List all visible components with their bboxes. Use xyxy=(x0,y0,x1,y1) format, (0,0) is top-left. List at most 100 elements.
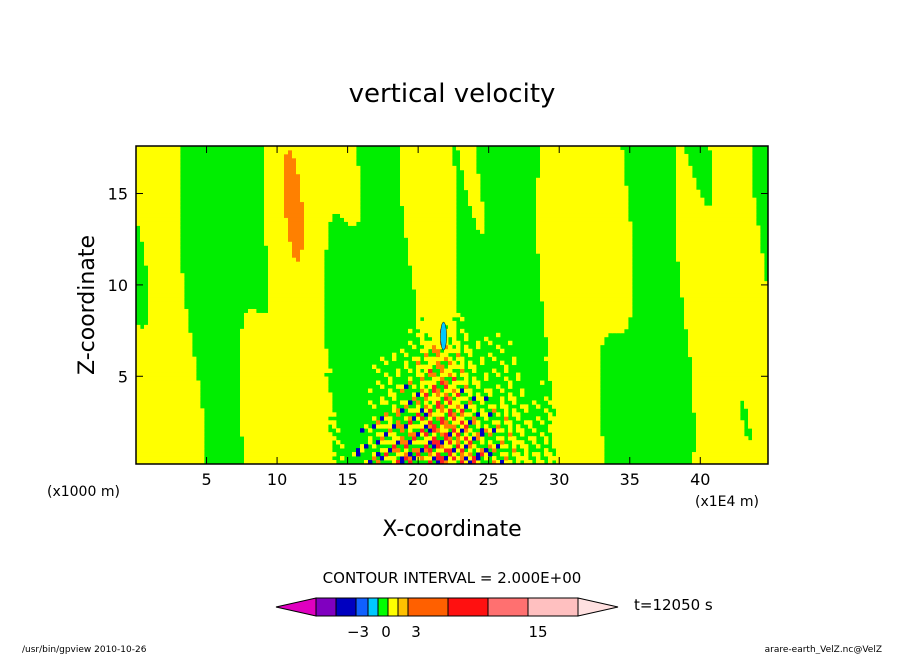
field-cell xyxy=(552,201,557,207)
field-cell xyxy=(592,336,597,342)
field-cell xyxy=(148,396,153,401)
field-cell xyxy=(180,448,185,453)
field-cell xyxy=(420,193,425,199)
field-cell xyxy=(168,376,173,381)
field-cell xyxy=(572,289,577,294)
field-cell xyxy=(284,177,289,183)
field-cell xyxy=(296,297,301,302)
field-cell xyxy=(136,404,141,409)
field-cell xyxy=(284,380,289,385)
field-cell xyxy=(288,324,293,330)
field-cell xyxy=(168,221,173,226)
field-cell xyxy=(548,285,553,290)
field-cell xyxy=(440,428,445,433)
field-cell xyxy=(172,336,177,342)
field-cell xyxy=(140,237,145,242)
field-cell xyxy=(568,320,573,326)
field-cell xyxy=(272,153,277,159)
field-cell xyxy=(180,412,185,417)
field-cell xyxy=(308,460,313,464)
field-cell xyxy=(324,237,329,242)
field-cell xyxy=(284,293,289,298)
field-cell xyxy=(564,229,569,234)
field-cell xyxy=(324,412,329,417)
field-cell xyxy=(160,157,165,163)
field-cell xyxy=(276,412,281,417)
field-cell xyxy=(460,424,465,429)
field-cell xyxy=(156,285,161,290)
field-cell xyxy=(416,241,421,246)
field-cell xyxy=(284,388,289,393)
field-cell xyxy=(332,460,337,464)
field-cell xyxy=(572,241,577,246)
field-cell xyxy=(284,257,289,262)
field-cell xyxy=(572,324,577,330)
field-cell xyxy=(312,432,317,437)
field-cell xyxy=(324,233,329,238)
field-cell xyxy=(292,177,297,183)
field-cell xyxy=(276,205,281,211)
field-cell xyxy=(176,392,181,397)
field-cell xyxy=(188,368,193,373)
field-cell xyxy=(336,185,341,191)
field-cell xyxy=(164,380,169,385)
field-cell xyxy=(268,408,273,413)
field-cell xyxy=(256,420,261,425)
field-cell xyxy=(312,364,317,370)
field-cell xyxy=(148,229,153,234)
field-cell xyxy=(136,444,141,449)
field-cell xyxy=(568,165,573,171)
field-cell xyxy=(192,404,197,409)
field-cell xyxy=(316,237,321,242)
field-cell xyxy=(588,420,593,425)
field-cell xyxy=(464,428,469,433)
field-cell xyxy=(472,146,477,151)
field-cell xyxy=(148,444,153,449)
field-cell xyxy=(420,336,425,342)
field-cell xyxy=(564,332,569,338)
field-cell xyxy=(452,308,457,314)
field-cell xyxy=(416,364,421,370)
field-cell xyxy=(300,213,305,218)
field-cell xyxy=(584,440,589,445)
field-cell xyxy=(568,424,573,429)
field-cell xyxy=(584,436,589,441)
field-cell xyxy=(172,257,177,262)
field-cell xyxy=(148,153,153,159)
field-cell xyxy=(576,237,581,242)
field-cell xyxy=(584,380,589,385)
field-cell xyxy=(432,297,437,302)
field-cell xyxy=(280,396,285,401)
field-cell xyxy=(268,289,273,294)
field-cell xyxy=(268,392,273,397)
field-cell xyxy=(436,201,441,207)
field-cell xyxy=(292,316,297,322)
field-cell xyxy=(396,384,401,389)
field-cell xyxy=(576,452,581,457)
field-cell xyxy=(252,364,257,370)
field-cell xyxy=(584,297,589,302)
field-cell xyxy=(340,201,345,207)
field-cell xyxy=(288,376,293,381)
field-cell xyxy=(136,384,141,389)
field-cell xyxy=(428,209,433,214)
field-cell xyxy=(568,269,573,274)
field-cell xyxy=(328,368,333,373)
field-cell xyxy=(564,149,569,155)
field-cell xyxy=(448,388,453,393)
field-cell xyxy=(260,324,265,330)
field-cell xyxy=(264,456,269,461)
field-cell xyxy=(424,324,429,330)
field-cell xyxy=(556,460,561,464)
field-cell xyxy=(292,332,297,338)
field-cell xyxy=(452,428,457,433)
field-cell xyxy=(308,277,313,282)
field-cell xyxy=(160,364,165,370)
field-cell xyxy=(324,368,329,373)
field-cell xyxy=(288,269,293,274)
field-cell xyxy=(312,305,317,310)
field-cell xyxy=(588,460,593,464)
field-cell xyxy=(252,408,257,413)
field-cell xyxy=(284,237,289,242)
field-cell xyxy=(432,384,437,389)
